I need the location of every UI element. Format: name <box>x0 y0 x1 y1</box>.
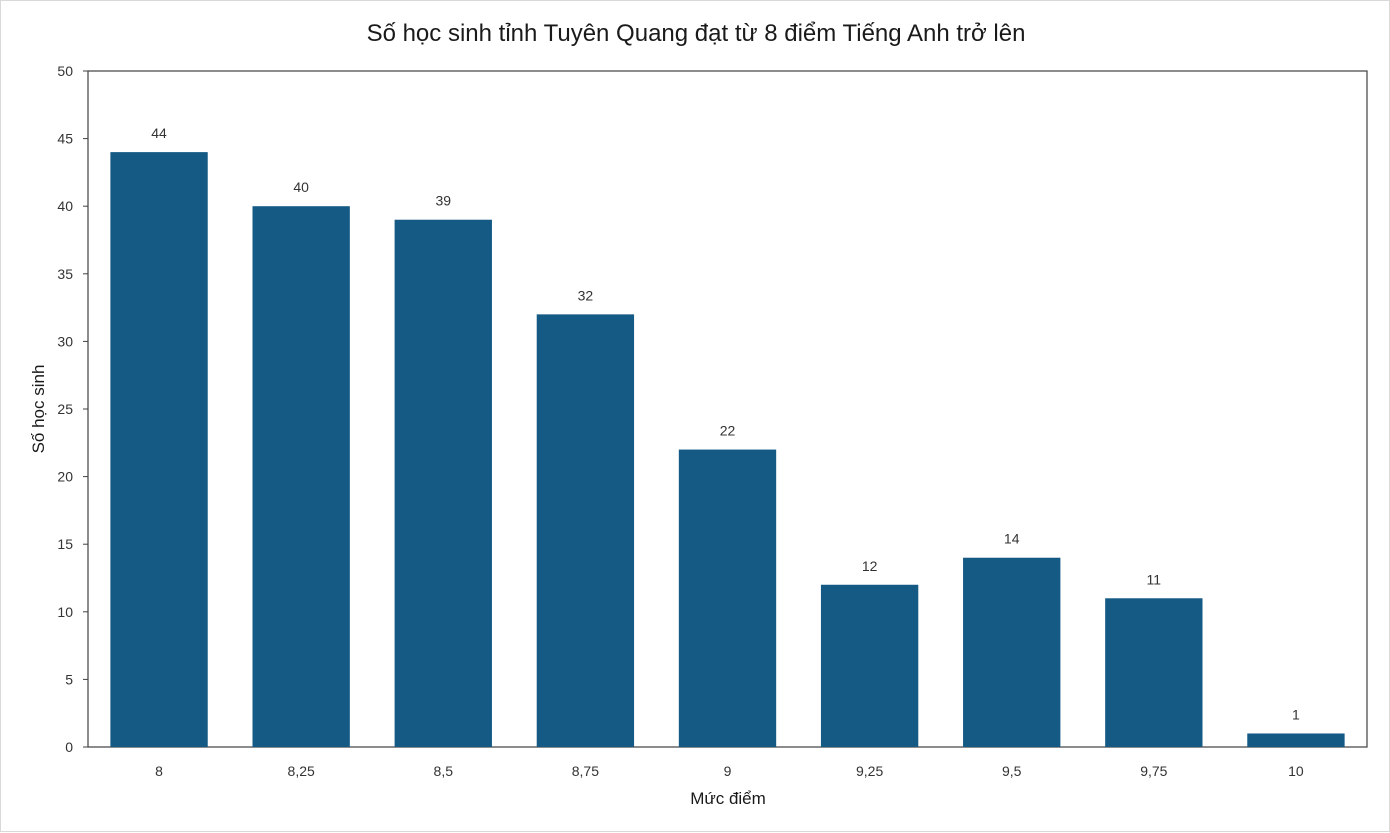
y-tick-label: 30 <box>57 333 73 349</box>
bar <box>394 219 492 748</box>
y-tick-label: 50 <box>57 63 73 79</box>
bar <box>252 206 350 747</box>
bar <box>820 584 919 747</box>
bar <box>1247 733 1345 747</box>
data-label: 12 <box>862 558 878 574</box>
y-tick-label: 10 <box>57 604 73 620</box>
x-tick-label: 9,5 <box>1002 763 1022 779</box>
bars <box>110 152 1345 748</box>
y-tick-label: 0 <box>65 739 73 755</box>
bar <box>1105 598 1203 747</box>
data-label: 40 <box>293 179 309 195</box>
data-label: 1 <box>1292 706 1300 722</box>
bar <box>963 557 1061 747</box>
data-label: 11 <box>1147 571 1162 587</box>
y-tick-label: 5 <box>65 671 73 687</box>
y-tick-label: 15 <box>57 536 73 552</box>
x-tick-label: 9 <box>724 763 732 779</box>
bar <box>678 449 777 747</box>
data-label: 44 <box>151 125 167 141</box>
x-tick-label: 10 <box>1288 763 1304 779</box>
y-tick-label: 35 <box>57 266 73 282</box>
y-tick-label: 20 <box>57 469 73 485</box>
x-tick-label: 8 <box>155 763 163 779</box>
x-tick-label: 8,5 <box>434 763 454 779</box>
bar <box>536 314 635 747</box>
x-tick-label: 8,25 <box>288 763 315 779</box>
x-tick-label: 9,75 <box>1140 763 1167 779</box>
data-label: 32 <box>578 287 594 303</box>
y-axis-ticks: 0 5 10 15 20 25 30 35 40 45 50 <box>57 63 88 755</box>
x-axis-ticks: 8 8,25 8,5 8,75 9 9,25 9,5 9,75 10 <box>155 763 1304 779</box>
y-tick-label: 25 <box>57 401 73 417</box>
bar <box>110 152 208 747</box>
data-label: 22 <box>720 423 736 439</box>
data-label: 39 <box>435 193 451 209</box>
y-axis-label: Số học sinh <box>29 365 48 454</box>
y-tick-label: 40 <box>57 198 73 214</box>
x-axis-label: Mức điểm <box>690 789 766 808</box>
x-tick-label: 8,75 <box>572 763 599 779</box>
x-tick-label: 9,25 <box>856 763 883 779</box>
data-label: 14 <box>1004 531 1020 547</box>
chart-title: Số học sinh tỉnh Tuyên Quang đạt từ 8 đi… <box>367 20 1026 47</box>
y-tick-label: 45 <box>57 131 73 147</box>
